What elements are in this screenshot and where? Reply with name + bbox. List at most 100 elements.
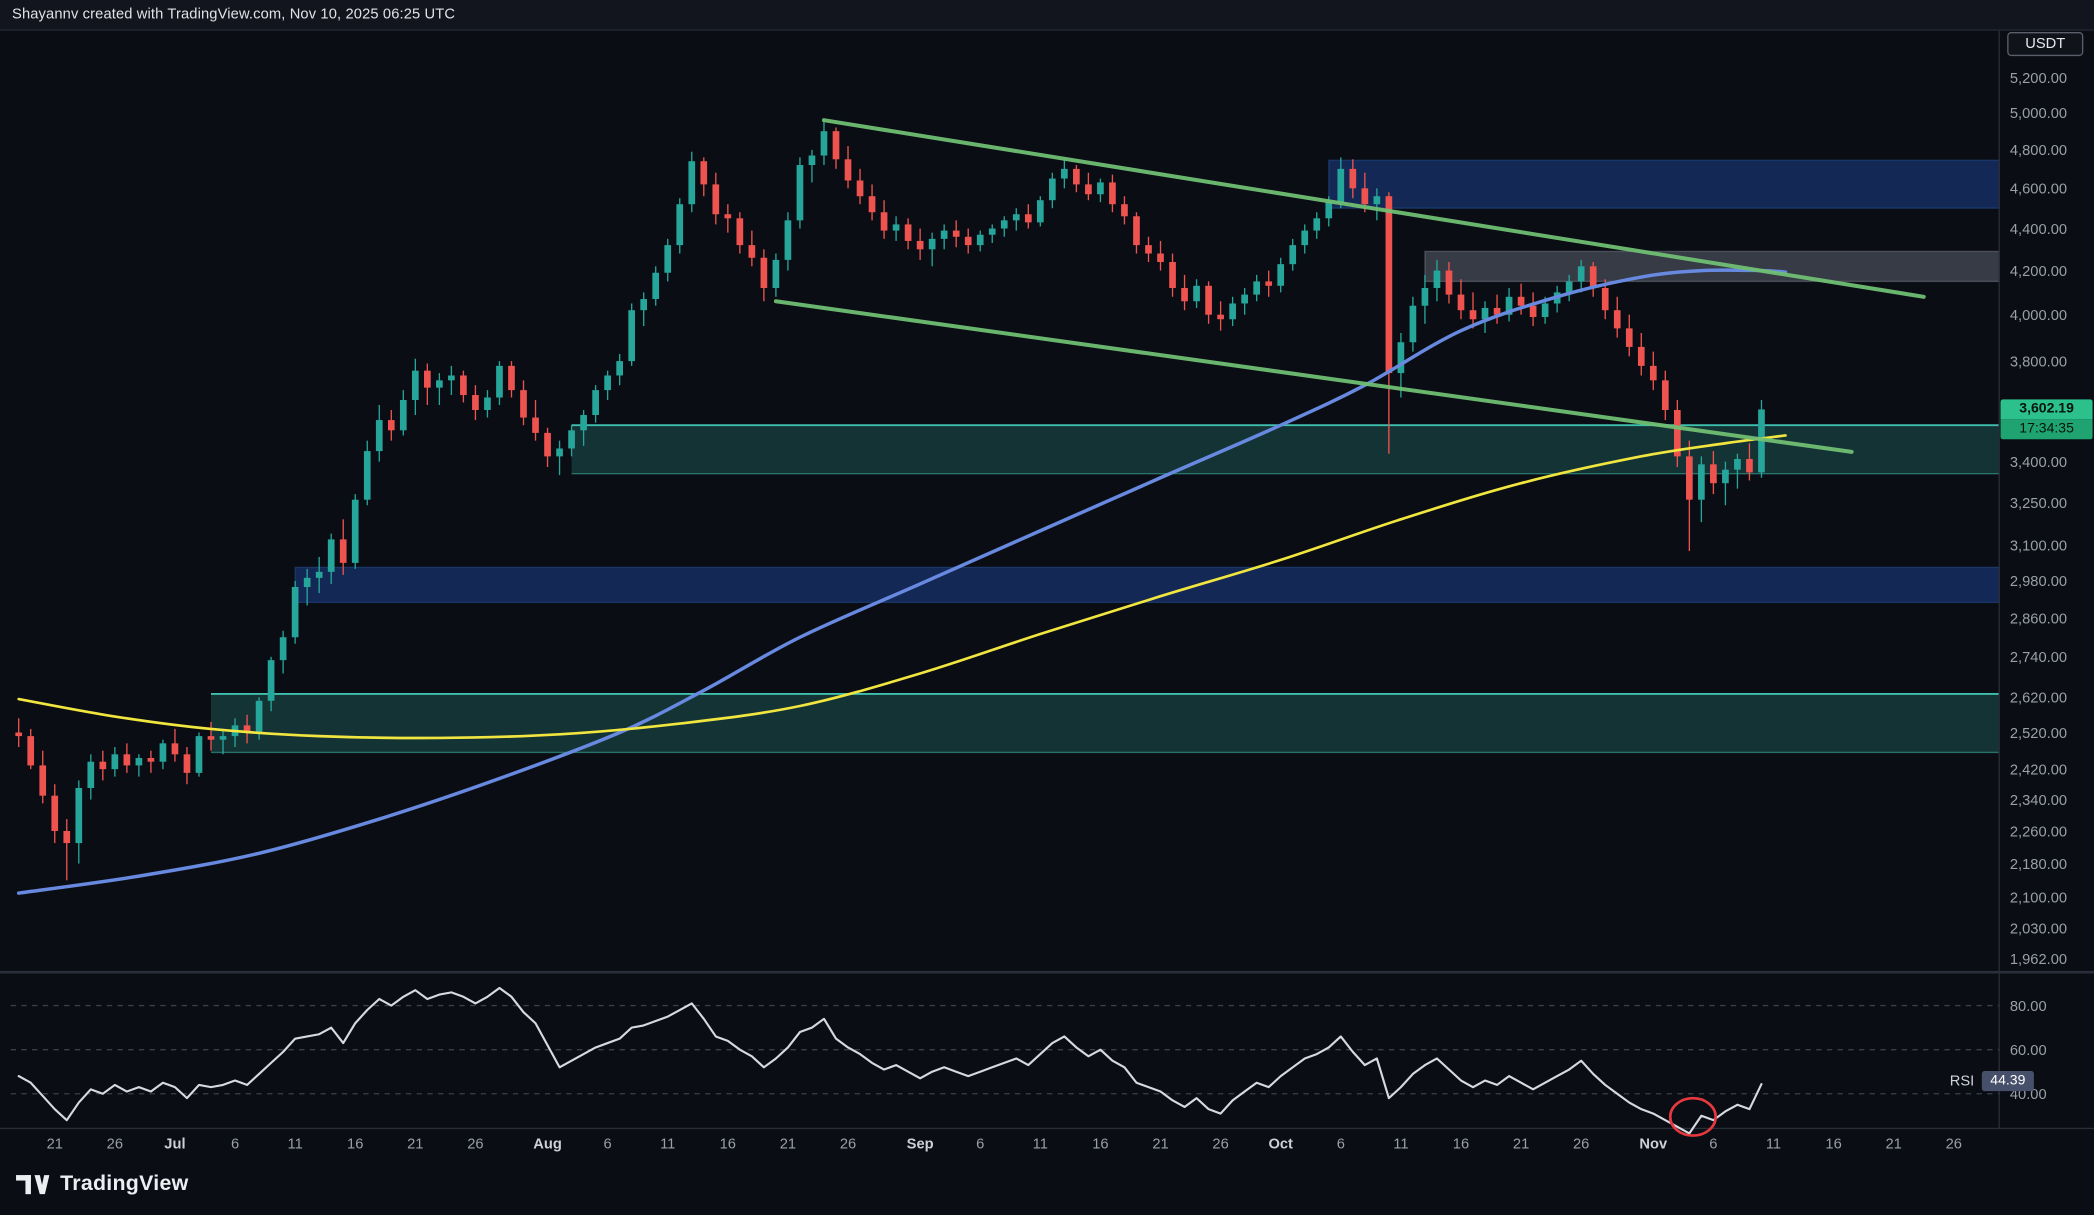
candle-body [1673, 409, 1681, 457]
time-tick-label: 16 [1453, 1136, 1469, 1152]
rsi-red-circle-annotation[interactable] [1668, 1096, 1717, 1137]
candle-body [1493, 307, 1501, 315]
candle-body [1746, 459, 1753, 473]
candle-body [111, 754, 119, 770]
current-price-label: 3,602.19 17:34:35 [2000, 399, 2093, 440]
time-tick-label: 11 [288, 1136, 303, 1152]
candle-body [1193, 285, 1200, 302]
candle-body [147, 757, 155, 762]
candle-body [1061, 168, 1068, 179]
time-axis[interactable]: 21 26 Jul 6 11 16 21 26 Aug 6 11 16 21 26 Sep 6 11 16 21 26… [47, 1136, 1962, 1152]
candle-body [1313, 218, 1321, 231]
zone-navy[interactable] [294, 566, 2000, 604]
zone-navy[interactable] [1328, 159, 2000, 209]
candle-body [267, 660, 275, 701]
candle-body [1505, 296, 1513, 315]
candle-body [592, 390, 599, 416]
candle-body [1421, 287, 1429, 306]
candle-body [988, 228, 996, 235]
candle-body [315, 571, 323, 578]
zone-teal[interactable] [211, 693, 2000, 753]
currency-toggle[interactable]: USDT [2007, 32, 2084, 57]
time-tick-label: 6 [1337, 1136, 1345, 1152]
price-tick-label: 2,860.00 [2010, 611, 2067, 627]
time-tick-label: 21 [47, 1136, 63, 1152]
candle-body [123, 754, 131, 766]
candle-body [676, 204, 684, 246]
candle-body [868, 196, 876, 213]
candle-body [568, 430, 575, 449]
candle-body [604, 375, 611, 391]
candle-body [784, 220, 792, 260]
candle-body [1734, 459, 1741, 470]
candle-body [976, 234, 984, 246]
candle-body [1121, 204, 1128, 217]
time-tick-label: 16 [1825, 1136, 1841, 1152]
chart-attribution: Shayannv created with TradingView.com, N… [12, 6, 456, 23]
candle-body [1036, 200, 1044, 223]
rsi-label: RSI [1949, 1073, 1975, 1090]
candle-body [964, 236, 972, 246]
candle-body [748, 245, 756, 258]
candle-body [75, 788, 83, 844]
zone-gray[interactable] [1424, 250, 2000, 283]
candle-body [195, 736, 203, 773]
candle-body [1637, 346, 1645, 366]
price-tick-label: 2,420.00 [2010, 762, 2067, 778]
candle-body [1205, 285, 1212, 315]
trendline-upper[interactable] [821, 118, 1926, 299]
candle-body [1097, 182, 1104, 195]
price-tick-label: 2,260.00 [2010, 824, 2067, 840]
time-tick-label: 26 [840, 1136, 856, 1152]
price-tick-label: 4,200.00 [2010, 264, 2067, 280]
time-tick-label: 16 [1092, 1136, 1108, 1152]
candle-body [880, 212, 888, 231]
zone-teal[interactable] [571, 425, 2000, 474]
trendline-lower[interactable] [773, 299, 1854, 454]
price-tick-label: 3,100.00 [2010, 539, 2067, 555]
time-tick-label: 11 [1766, 1136, 1781, 1152]
candle-body [1145, 245, 1152, 254]
candle-body [532, 417, 539, 433]
candle-body [183, 754, 191, 773]
time-tick-label: Jul [164, 1136, 185, 1152]
candle-body [1433, 270, 1441, 288]
candle-body [51, 795, 59, 831]
candle-body [832, 131, 840, 160]
time-tick-label: 11 [1033, 1136, 1048, 1152]
time-tick-label: 6 [231, 1136, 239, 1152]
candle-body [808, 155, 816, 166]
candle-body [1409, 305, 1417, 343]
candle-body [1325, 202, 1333, 219]
candle-body [556, 448, 563, 457]
tradingview-logo-icon [16, 1174, 50, 1194]
candle-body [820, 131, 828, 156]
time-tick-label: 6 [976, 1136, 984, 1152]
candle-body [1133, 216, 1140, 246]
candle-body [1529, 305, 1537, 317]
price-tick-label: 2,340.00 [2010, 793, 2067, 809]
candle-body [1349, 168, 1357, 189]
price-tick-label: 4,000.00 [2010, 308, 2067, 324]
candle-body [424, 370, 431, 388]
candle-body [1710, 464, 1717, 484]
candle-body [363, 451, 371, 500]
ma-blue-line [16, 268, 1788, 895]
candle-body [87, 761, 95, 789]
candle-body [399, 399, 407, 431]
candle-body [508, 365, 515, 391]
time-tick-label: 26 [1573, 1136, 1589, 1152]
price-tick-label: 2,620.00 [2010, 691, 2067, 707]
candle-body [640, 299, 648, 311]
candle-body [135, 757, 143, 766]
candle-body [724, 214, 732, 219]
time-tick-label: Aug [533, 1136, 562, 1152]
time-tick-label: 11 [1393, 1136, 1408, 1152]
candle-body [1289, 245, 1297, 265]
candle-body [700, 161, 708, 185]
candle-body [856, 180, 864, 197]
tradingview-logo[interactable]: TradingView [16, 1173, 188, 1197]
candle-body [436, 380, 443, 388]
candle-body [1385, 196, 1393, 374]
